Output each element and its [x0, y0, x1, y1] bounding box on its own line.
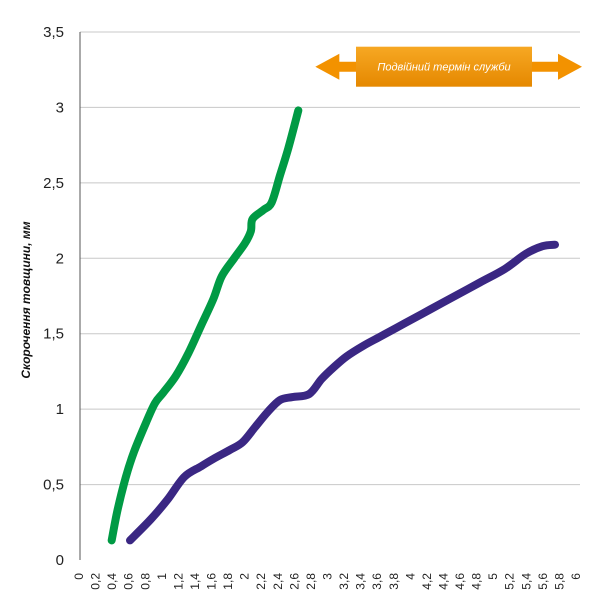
- y-tick-label: 0: [56, 552, 64, 569]
- series-line-2: [126, 240, 559, 545]
- x-tick-label: 4,2: [420, 573, 434, 590]
- grid: [80, 31, 580, 486]
- x-tick-label: 5,6: [536, 573, 550, 590]
- y-tick-label: 2: [56, 250, 64, 267]
- y-axis-label: Скорочення товщини, мм: [19, 221, 33, 378]
- x-tick-label: 4,6: [453, 573, 467, 590]
- x-tick-label: 5,4: [519, 573, 533, 590]
- x-tick-label: 3,6: [370, 573, 384, 590]
- x-tick-label: 2,8: [304, 573, 318, 590]
- series: [107, 106, 559, 545]
- annotation-box: [356, 46, 532, 87]
- x-tick-label: 0,8: [138, 573, 152, 590]
- series-line-1: [107, 106, 303, 545]
- x-tick-label: 4,8: [470, 573, 484, 590]
- x-tick-labels: 0 0,2 0,4 0,6 0,8 1 1,2 1,4 1,6 1,8 2 2,2 2,4 2,6 2,8 3…: [72, 573, 583, 590]
- x-tick-label: 5: [486, 573, 500, 580]
- x-tick-label: 2,4: [271, 573, 285, 590]
- x-tick-label: 0,6: [122, 573, 136, 590]
- x-tick-label: 5,8: [552, 573, 566, 590]
- y-tick-label: 1,5: [43, 326, 64, 343]
- x-tick-label: 2,2: [254, 573, 268, 590]
- x-tick-label: 6: [569, 573, 583, 580]
- y-tick-label: 1: [56, 401, 64, 418]
- x-tick-label: 4,4: [436, 573, 450, 590]
- x-tick-label: 3,8: [387, 573, 401, 590]
- annotation-text: Подвійний термін служби: [377, 62, 510, 74]
- y-tick-label: 2,5: [43, 175, 64, 192]
- x-tick-label: 4: [403, 573, 417, 580]
- x-tick-label: 1,4: [188, 573, 202, 590]
- y-tick-label: 3: [56, 99, 64, 116]
- x-tick-label: 5,2: [503, 573, 517, 590]
- y-tick-label: 3,5: [43, 24, 64, 41]
- x-tick-label: 0,4: [105, 573, 119, 590]
- y-tick-labels: 0 0,5 1 1,5 2 2,5 3 3,5: [43, 24, 64, 569]
- x-tick-label: 1,6: [205, 573, 219, 590]
- y-tick-label: 0,5: [43, 477, 64, 494]
- x-tick-label: 3,4: [354, 573, 368, 590]
- x-tick-label: 3: [321, 573, 335, 580]
- x-tick-label: 3,2: [337, 573, 351, 590]
- x-tick-label: 0,2: [89, 573, 103, 590]
- x-tick-label: 1: [155, 573, 169, 580]
- x-tick-label: 2: [238, 573, 252, 580]
- annotation-banner: Подвійний термін служби: [315, 46, 582, 87]
- x-tick-label: 0: [72, 573, 86, 580]
- x-tick-label: 2,6: [287, 573, 301, 590]
- x-tick-label: 1,8: [221, 573, 235, 590]
- x-tick-label: 1,2: [171, 573, 185, 590]
